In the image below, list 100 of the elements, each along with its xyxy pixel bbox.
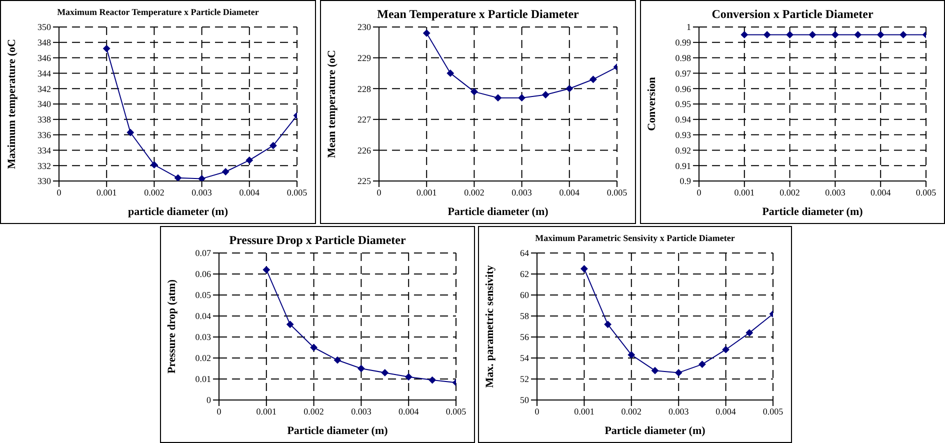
y-tick-label: 1 bbox=[686, 22, 691, 32]
x-tick-label: 0.004 bbox=[870, 187, 892, 198]
y-tick-label: 50 bbox=[520, 395, 530, 406]
x-tick-label: 0.003 bbox=[668, 406, 690, 416]
point bbox=[542, 91, 550, 98]
x-tick-label: 0.005 bbox=[762, 406, 784, 416]
x-tick-label: 0 bbox=[376, 187, 382, 198]
y-tick-label: 344 bbox=[38, 68, 52, 78]
y-tick-label: 0.97 bbox=[675, 68, 692, 78]
y-tick-label: 62 bbox=[520, 269, 529, 280]
y-tick-label: 342 bbox=[38, 84, 51, 94]
x-axis-title: Particle diameter (m) bbox=[448, 206, 549, 218]
y-tick-label: 0.07 bbox=[195, 248, 212, 258]
point bbox=[310, 344, 318, 351]
y-tick-label: 227 bbox=[358, 114, 372, 125]
x-tick-label: 0.002 bbox=[621, 406, 642, 416]
y-tick-label: 348 bbox=[38, 38, 52, 48]
point bbox=[698, 360, 706, 368]
x-tick-label: 0 bbox=[534, 406, 540, 416]
y-tick-label: 226 bbox=[358, 145, 372, 156]
x-tick-label: 0 bbox=[216, 406, 222, 416]
chart-title: Conversion x Particle Diameter bbox=[710, 7, 874, 23]
x-tick-label: 0.002 bbox=[144, 187, 164, 198]
chart-title: Mean Temperature x Particle Diameter bbox=[376, 7, 580, 23]
y-axis-title: Maximum temperature (oC bbox=[6, 38, 18, 169]
y-tick-label: 330 bbox=[38, 176, 52, 186]
y-tick-label: 350 bbox=[38, 22, 52, 32]
point bbox=[222, 168, 230, 176]
chart-title: Maximum Reactor Temperature x Particle Diameter bbox=[56, 7, 260, 19]
y-tick-label: 0.94 bbox=[675, 114, 692, 125]
x-tick-label: 0.004 bbox=[398, 406, 420, 416]
y-tick-label: 229 bbox=[358, 52, 372, 63]
x-tick-label: 0.005 bbox=[916, 187, 937, 198]
point bbox=[174, 174, 182, 181]
x-tick-label: 0.003 bbox=[351, 406, 372, 416]
x-axis-title: Particle diameter (m) bbox=[762, 206, 864, 218]
x-tick-label: 0.003 bbox=[192, 187, 212, 198]
point bbox=[103, 45, 110, 52]
x-tick-label: 0 bbox=[696, 187, 702, 198]
y-axis-title: Mean temperature (oC bbox=[326, 50, 338, 158]
y-tick-label: 64 bbox=[520, 248, 530, 258]
x-tick-label: 0.001 bbox=[416, 187, 437, 198]
y-tick-label: 54 bbox=[520, 353, 530, 364]
y-tick-label: 0.95 bbox=[675, 99, 692, 110]
y-tick-label: 340 bbox=[38, 99, 52, 110]
x-tick-label: 0.001 bbox=[256, 406, 277, 416]
point bbox=[446, 70, 454, 77]
y-tick-label: 0.92 bbox=[675, 145, 691, 156]
x-tick-label: 0.002 bbox=[464, 187, 484, 198]
point bbox=[334, 356, 341, 364]
x-tick-label: 0.002 bbox=[780, 187, 800, 198]
point bbox=[198, 175, 206, 181]
y-tick-label: 225 bbox=[358, 176, 372, 186]
point bbox=[746, 329, 753, 336]
y-tick-label: 0.91 bbox=[675, 160, 691, 171]
point bbox=[428, 376, 436, 384]
x-tick-label: 0.003 bbox=[825, 187, 846, 198]
point bbox=[381, 369, 388, 376]
y-tick-label: 0.06 bbox=[195, 269, 212, 280]
y-tick-label: 0.01 bbox=[195, 374, 211, 384]
point bbox=[722, 346, 730, 354]
x-tick-label: 0.003 bbox=[512, 187, 532, 198]
y-tick-label: 60 bbox=[520, 290, 530, 300]
y-tick-label: 0.04 bbox=[195, 311, 212, 322]
x-axis-title: Particle diameter (m) bbox=[287, 425, 388, 437]
y-axis-title: Conversion bbox=[646, 77, 658, 131]
x-tick-label: 0 bbox=[56, 187, 62, 198]
point bbox=[405, 373, 412, 380]
x-tick-label: 0.001 bbox=[574, 406, 594, 416]
y-tick-label: 0.05 bbox=[195, 290, 212, 300]
point bbox=[604, 320, 612, 328]
y-tick-label: 334 bbox=[38, 145, 52, 156]
point bbox=[262, 266, 270, 274]
x-tick-label: 0.002 bbox=[304, 406, 324, 416]
x-axis-title: particle diameter (m) bbox=[128, 206, 228, 218]
point bbox=[494, 94, 502, 102]
chart-title: Maximum Parametric Sensivity x Particle Diameter bbox=[534, 233, 736, 245]
y-tick-label: 58 bbox=[520, 311, 530, 322]
point bbox=[518, 94, 526, 102]
point bbox=[246, 156, 253, 164]
point bbox=[566, 85, 573, 92]
x-tick-label: 0.005 bbox=[446, 406, 467, 416]
y-tick-label: 228 bbox=[358, 84, 372, 94]
chart-title: Pressure Drop x Particle Diameter bbox=[228, 233, 407, 249]
x-tick-label: 0.005 bbox=[286, 187, 308, 198]
x-tick-label: 0.004 bbox=[559, 187, 580, 198]
y-axis-title: Pressure drop (atm) bbox=[166, 279, 178, 374]
point bbox=[590, 76, 597, 83]
y-tick-label: 0.93 bbox=[675, 130, 692, 140]
y-tick-label: 230 bbox=[358, 22, 372, 32]
point bbox=[286, 320, 294, 328]
point bbox=[423, 30, 430, 37]
x-tick-label: 0.005 bbox=[606, 187, 628, 198]
y-tick-label: 338 bbox=[38, 114, 52, 125]
y-tick-label: 0.02 bbox=[195, 353, 211, 364]
y-tick-label: 0.03 bbox=[195, 332, 212, 342]
y-tick-label: 0.99 bbox=[675, 38, 692, 48]
point bbox=[580, 265, 588, 272]
y-tick-label: 0 bbox=[206, 395, 212, 406]
point bbox=[150, 161, 158, 168]
